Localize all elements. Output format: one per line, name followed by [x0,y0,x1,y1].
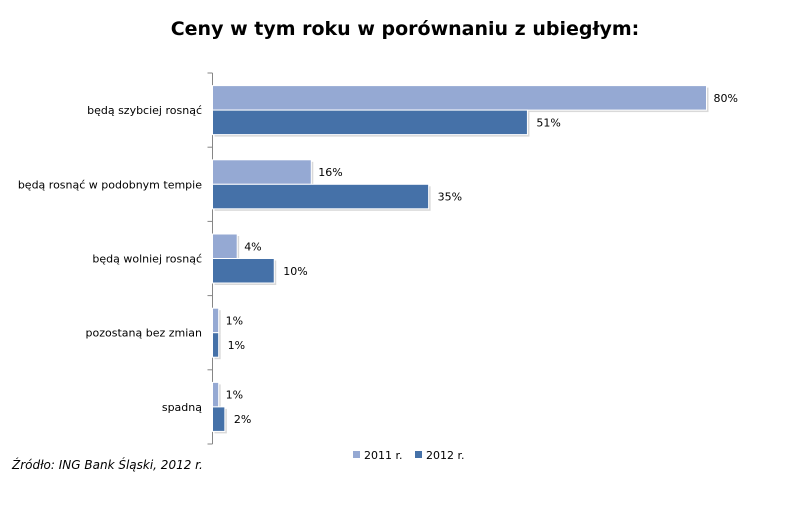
category-label: spadną [162,401,202,414]
data-label: 10% [283,265,307,278]
bar [212,381,220,408]
data-label: 1% [226,389,243,402]
data-label: 1% [228,339,245,352]
bar [212,159,312,185]
bar [212,332,220,358]
data-label: 16% [318,166,342,179]
category-label: będą wolniej rosnąć [92,253,202,266]
category-label: pozostaną bez zmian [86,327,203,340]
bar [212,183,430,210]
legend-label: 2012 r. [426,449,465,462]
chart-title: Ceny w tym roku w porównaniu z ubiegłym: [170,18,640,40]
category-label: będą szybciej rosnąć [87,104,202,117]
data-label: 2% [234,413,251,426]
data-label: 4% [244,240,261,253]
data-label: 80% [714,92,738,105]
bar [212,258,275,284]
source-note: Źródło: ING Bank Śląski, 2012 r. [12,458,203,472]
data-label: 1% [226,314,243,327]
data-label: 51% [536,116,560,129]
bar [212,406,226,432]
bar [212,307,220,334]
bar [212,233,238,259]
data-label: 35% [438,191,462,204]
legend-label: 2011 r. [364,449,403,462]
bar [212,85,707,111]
legend-swatch [353,451,360,458]
legend-swatch [415,451,422,458]
category-label: będą rosnąć w podobnym tempie [18,178,202,191]
bar [212,109,528,136]
